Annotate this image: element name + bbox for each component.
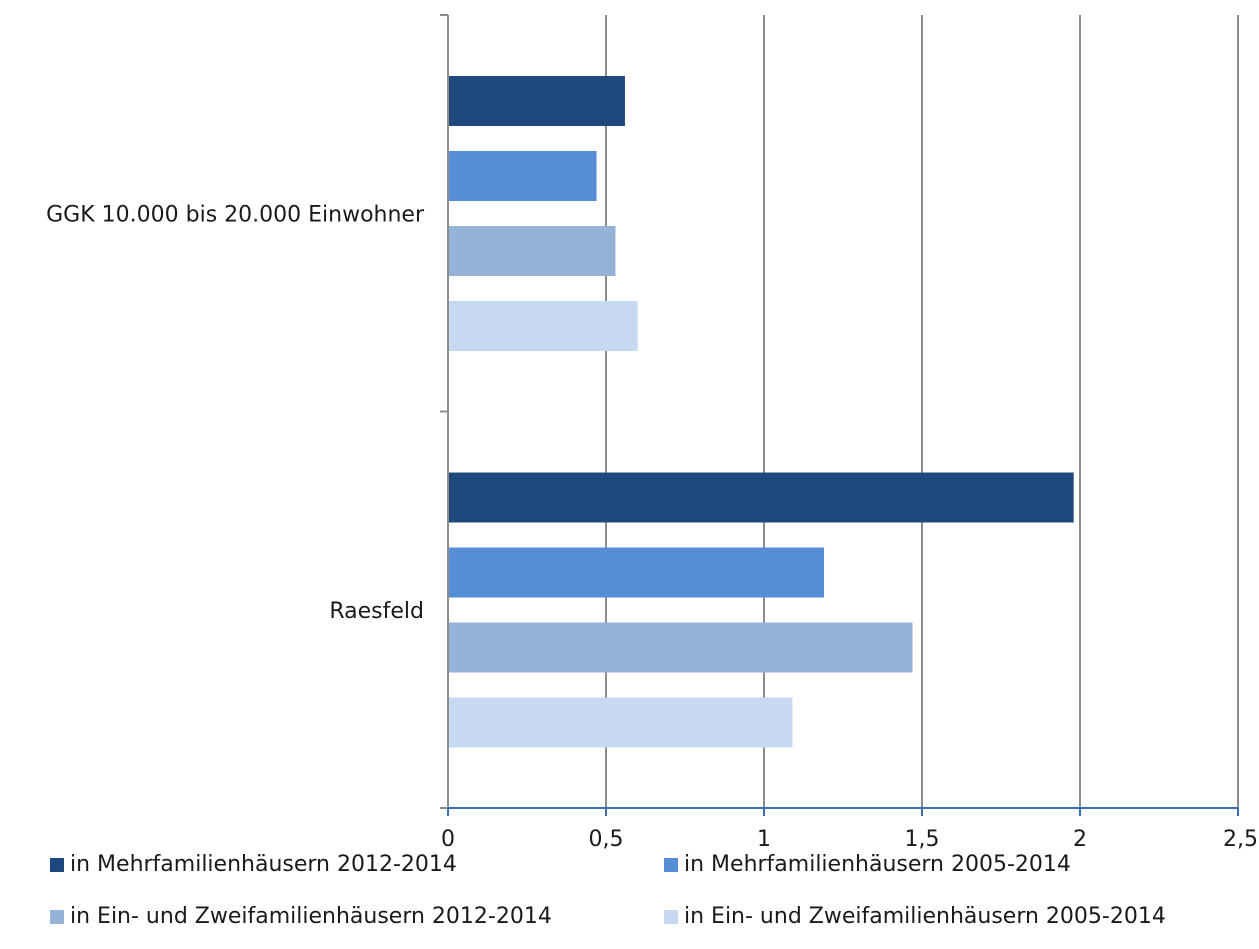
category-label-1: GGK 10.000 bis 20.000 Einwohner [46, 202, 425, 227]
category-labels: GGK 10.000 bis 20.000 Einwohner Raesfeld [46, 202, 425, 624]
legend-label-4: in Ein- und Zweifamilienhäusern 2005-201… [684, 904, 1166, 929]
x-tick-label-3: 1,5 [905, 827, 940, 850]
legend-item-1: in Mehrfamilienhäusern 2012-2014 [50, 852, 457, 877]
grid-lines [605, 15, 1239, 808]
legend-swatch-4 [664, 909, 678, 924]
x-tick-label-1: 0,5 [589, 827, 624, 850]
bar-1-2 [448, 151, 597, 201]
legend-label-1: in Mehrfamilienhäusern 2012-2014 [70, 852, 457, 877]
legend-swatch-1 [50, 857, 64, 872]
legend-swatch-2 [664, 857, 678, 872]
category-label-2: Raesfeld [329, 599, 424, 624]
legend-swatch-3 [50, 909, 64, 924]
bar-2-3 [448, 622, 913, 673]
x-tick-label-0: 0 [441, 827, 455, 850]
x-tick-label-5: 2,5 [1223, 827, 1258, 850]
bar-1-4 [448, 301, 638, 351]
x-tick-labels: 0 0,5 1 1,5 2 2,5 [441, 827, 1258, 850]
bars [448, 76, 1074, 748]
legend-item-2: in Mehrfamilienhäusern 2005-2014 [664, 852, 1071, 877]
legend-label-3: in Ein- und Zweifamilienhäusern 2012-201… [70, 904, 552, 929]
bar-1-1 [448, 76, 625, 126]
x-tick-label-4: 2 [1073, 827, 1087, 850]
bar-1-3 [448, 226, 616, 276]
legend: in Mehrfamilienhäusern 2012-2014 in Mehrf… [50, 852, 1250, 949]
bar-2-4 [448, 697, 793, 748]
bar-2-2 [448, 547, 825, 598]
bar-chart: GGK 10.000 bis 20.000 EinwohnerRaesfeld … [46, 14, 1258, 850]
bar-2-1 [448, 472, 1074, 523]
legend-item-3: in Ein- und Zweifamilienhäusern 2012-201… [50, 904, 552, 929]
legend-item-4: in Ein- und Zweifamilienhäusern 2005-201… [664, 904, 1166, 929]
x-tick-label-2: 1 [757, 827, 771, 850]
axes [440, 14, 1239, 816]
legend-label-2: in Mehrfamilienhäusern 2005-2014 [684, 852, 1071, 877]
